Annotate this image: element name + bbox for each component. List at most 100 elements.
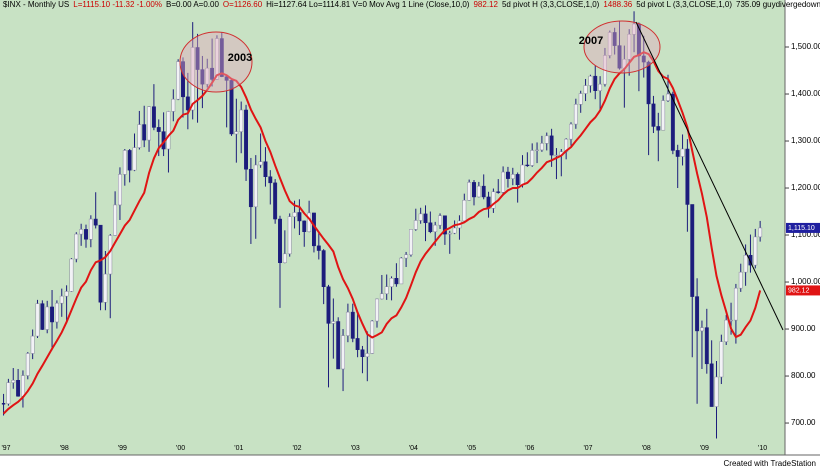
candle-body (452, 227, 457, 234)
candle-body (341, 335, 346, 370)
candle-body (588, 75, 593, 86)
candle-body (229, 80, 234, 135)
candle-body (224, 76, 229, 81)
candle-body (666, 93, 670, 101)
candle-body (539, 143, 544, 151)
candle-body (743, 254, 748, 273)
candle-body (496, 191, 501, 193)
candle-body (151, 106, 156, 128)
header-segment: Hi=1127.64 Lo=1114.81 V=0 Mov Avg 1 Line… (266, 0, 470, 9)
candle-body (549, 135, 554, 156)
candle-body (297, 212, 302, 222)
candle-body (336, 321, 341, 370)
candle-body (35, 303, 40, 337)
candle-body (127, 150, 132, 171)
x-tick-label: '04 (409, 445, 418, 452)
y-tick-label: 1,000.00 (791, 277, 820, 286)
candle-body (438, 215, 443, 226)
header-segment: 5d pivot L (3,3,CLOSE,1,0) (636, 0, 732, 9)
candle-body (345, 311, 350, 336)
candle-body (268, 176, 273, 184)
candle-body (404, 254, 409, 259)
x-tick-label: '06 (525, 445, 534, 452)
x-tick-label: '99 (118, 445, 127, 452)
ellipse (583, 20, 661, 74)
header-segment: 735.09 guydivergedownMA (736, 0, 820, 9)
candle-body (64, 291, 69, 297)
y-tick-label: 1,100.00 (791, 230, 820, 239)
candle-body (118, 174, 122, 206)
candle-body (122, 150, 127, 175)
candle-body (632, 23, 636, 35)
candle-body (428, 222, 433, 232)
candle-body (210, 67, 215, 80)
candle-body (156, 127, 161, 132)
candle-body (394, 278, 399, 285)
candle-body (675, 150, 680, 157)
candle-body (108, 235, 113, 275)
candle-body (21, 375, 25, 397)
candle-body (578, 93, 583, 105)
candle-body (355, 338, 360, 350)
x-tick-label: '10 (758, 445, 767, 452)
header-segment: O=1126.60 (223, 0, 263, 9)
last-price-tag-box (786, 222, 820, 233)
candle-body (16, 380, 21, 397)
candle-body (88, 218, 93, 240)
candle-body (258, 161, 263, 166)
candle-body (321, 250, 326, 287)
candle-body (215, 38, 219, 80)
candle-body (670, 93, 675, 151)
candle-body (40, 303, 45, 330)
candle-body (506, 171, 510, 179)
candle-body (379, 293, 384, 300)
candle-body (185, 96, 190, 111)
candle-body (472, 182, 476, 198)
candle-body (282, 253, 287, 264)
candle-body (399, 257, 404, 285)
candle-body (147, 106, 152, 141)
candle-body (142, 124, 147, 141)
candle-body (234, 131, 239, 135)
candle-body (680, 148, 685, 157)
candle-body (627, 34, 632, 60)
x-tick-label: '01 (234, 445, 243, 452)
candle-body (753, 236, 758, 266)
candle-body (413, 220, 418, 230)
candle-body (312, 212, 316, 247)
marks (1, 11, 763, 439)
candle-body (525, 164, 530, 167)
annotation-text: 2003 (228, 52, 252, 64)
candle-body (617, 45, 622, 69)
candle-body (239, 109, 244, 132)
candle-body (54, 302, 59, 323)
candle-body (646, 61, 651, 105)
candle-body (491, 191, 496, 209)
candle-body (510, 174, 515, 179)
candle-body (244, 109, 249, 170)
x-tick-label: '02 (292, 445, 301, 452)
candle-body (219, 38, 224, 77)
candle-body (287, 216, 292, 255)
candle-body (205, 67, 210, 85)
x-tick-label: '97 (1, 445, 10, 452)
y-tick-label: 800.00 (791, 371, 816, 380)
candle-body (733, 287, 738, 321)
candle-body (248, 168, 253, 208)
candle-body (447, 232, 452, 235)
candle-body (748, 254, 753, 266)
ma-tag: 982.12 (788, 287, 810, 294)
candle-body (93, 218, 98, 226)
candle-body (50, 306, 54, 323)
candle-body (583, 85, 588, 94)
header-segment: 5d pivot H (3,3,CLOSE,1,0) (502, 0, 600, 9)
candle-body (181, 61, 185, 98)
candle-body (200, 69, 205, 85)
candle-body (375, 298, 379, 322)
candle-body (302, 220, 307, 232)
candle-body (501, 171, 506, 193)
candle-body (714, 376, 719, 407)
candle-body (758, 227, 763, 238)
candle-body (113, 204, 118, 236)
